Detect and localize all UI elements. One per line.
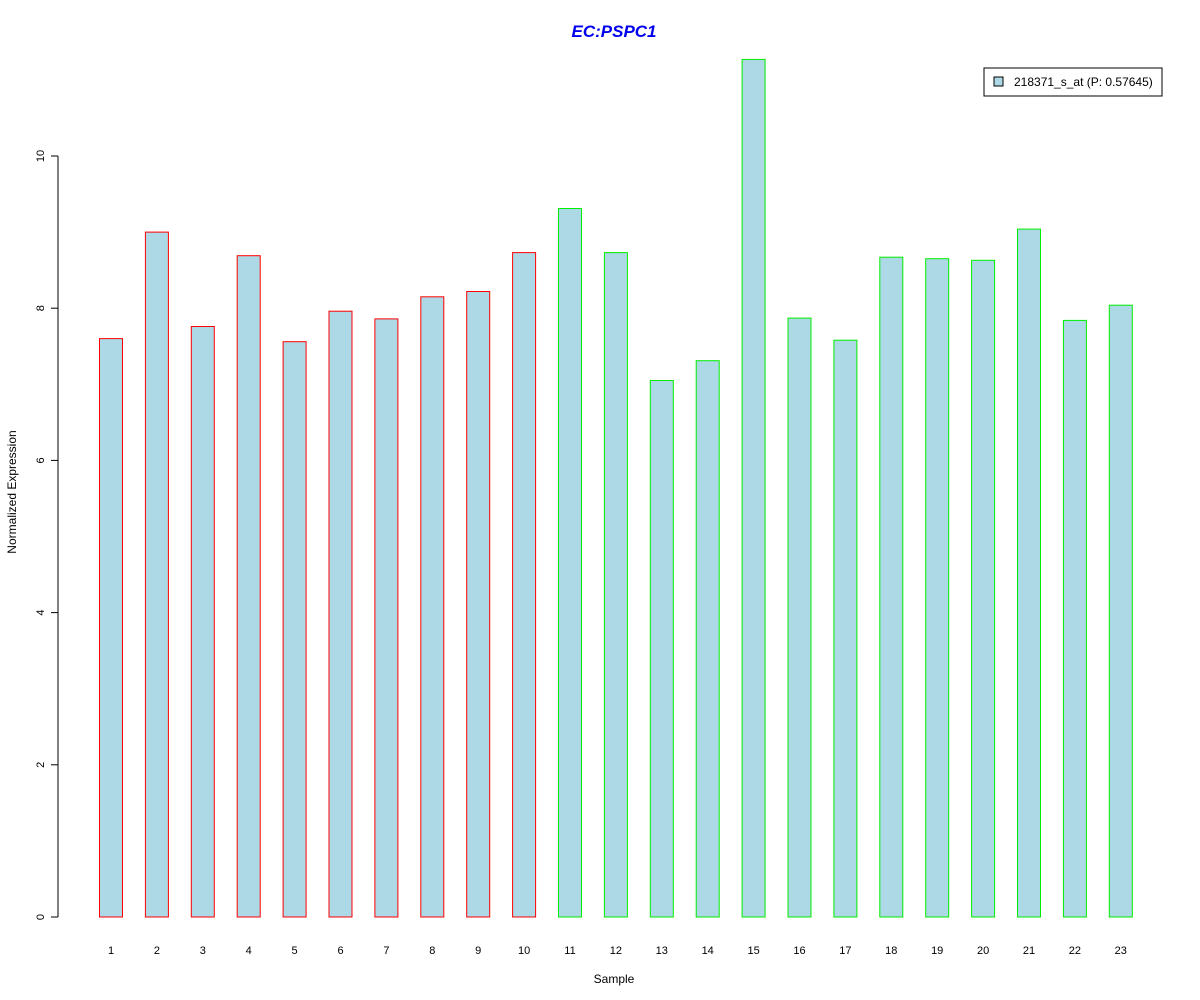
x-tick-label: 23 [1115,945,1127,957]
x-tick-label: 7 [383,945,389,957]
bar-sample-12 [603,252,628,918]
x-tick-label: 6 [337,945,343,957]
x-axis-title: Sample [594,972,635,986]
bar-sample-2 [144,231,169,918]
chart-title: EC:PSPC1 [571,22,656,41]
legend-box [983,67,1163,97]
x-tick-label: 1 [108,945,114,957]
bar-sample-11 [558,208,582,918]
x-tick-label: 17 [839,945,851,957]
bar-sample-18 [879,256,904,918]
bar-sample-3 [190,326,215,918]
x-tick-label: 3 [200,945,206,957]
y-tick-label: 4 [35,610,47,616]
y-tick-label: 2 [35,762,47,768]
bar-sample-17 [833,339,858,918]
bar-sample-23 [1108,304,1133,918]
x-tick-label: 4 [246,945,252,957]
y-tick-label: 0 [35,914,47,920]
x-tick-label: 18 [885,945,897,957]
x-tick-label: 14 [702,945,714,957]
bar-sample-20 [971,259,996,918]
y-axis-title: Normalized Expression [5,430,19,553]
bar-sample-1 [99,338,123,918]
bar-sample-15 [741,58,766,918]
x-tick-label: 21 [1023,945,1035,957]
bar-sample-7 [374,318,399,918]
legend: 218371_s_at (P: 0.57645) [983,67,1163,97]
x-tick-label: 12 [610,945,622,957]
bar-sample-19 [925,258,950,918]
bar-sample-14 [695,360,720,918]
legend-swatch [993,76,1004,87]
y-axis: 0 2 4 6 8 10 [35,150,59,920]
x-tick-label: 15 [747,945,759,957]
bar-sample-8 [420,296,445,918]
x-tick-label: 11 [564,945,575,957]
bar-sample-10 [512,252,537,918]
y-tick-label: 10 [35,150,47,162]
y-tick-label: 6 [35,457,47,463]
x-tick-label: 5 [292,945,298,957]
x-tick-label: 10 [518,945,530,957]
y-tick-label: 8 [35,305,47,311]
legend-label: 218371_s_at (P: 0.57645) [1014,75,1153,89]
x-tick-label: 22 [1069,945,1081,957]
x-tick-label: 9 [475,945,481,957]
x-tick-label: 16 [793,945,805,957]
bars-group [99,58,1133,918]
x-tick-label: 13 [656,945,668,957]
bar-sample-21 [1017,228,1041,918]
x-tick-label: 2 [154,945,160,957]
x-tick-labels: 1 2 3 4 5 6 7 8 9 10 11 12 13 14 15 16 17 18 19 20 21 22 23 [108,945,1127,957]
bar-sample-5 [282,341,307,918]
x-tick-label: 19 [931,945,943,957]
x-tick-label: 8 [429,945,435,957]
x-tick-label: 20 [977,945,989,957]
bar-sample-22 [1062,319,1087,918]
bar-sample-9 [466,291,491,918]
bar-sample-13 [649,380,674,918]
bar-sample-6 [328,310,353,918]
bar-sample-16 [787,317,812,918]
bar-sample-4 [236,255,261,918]
